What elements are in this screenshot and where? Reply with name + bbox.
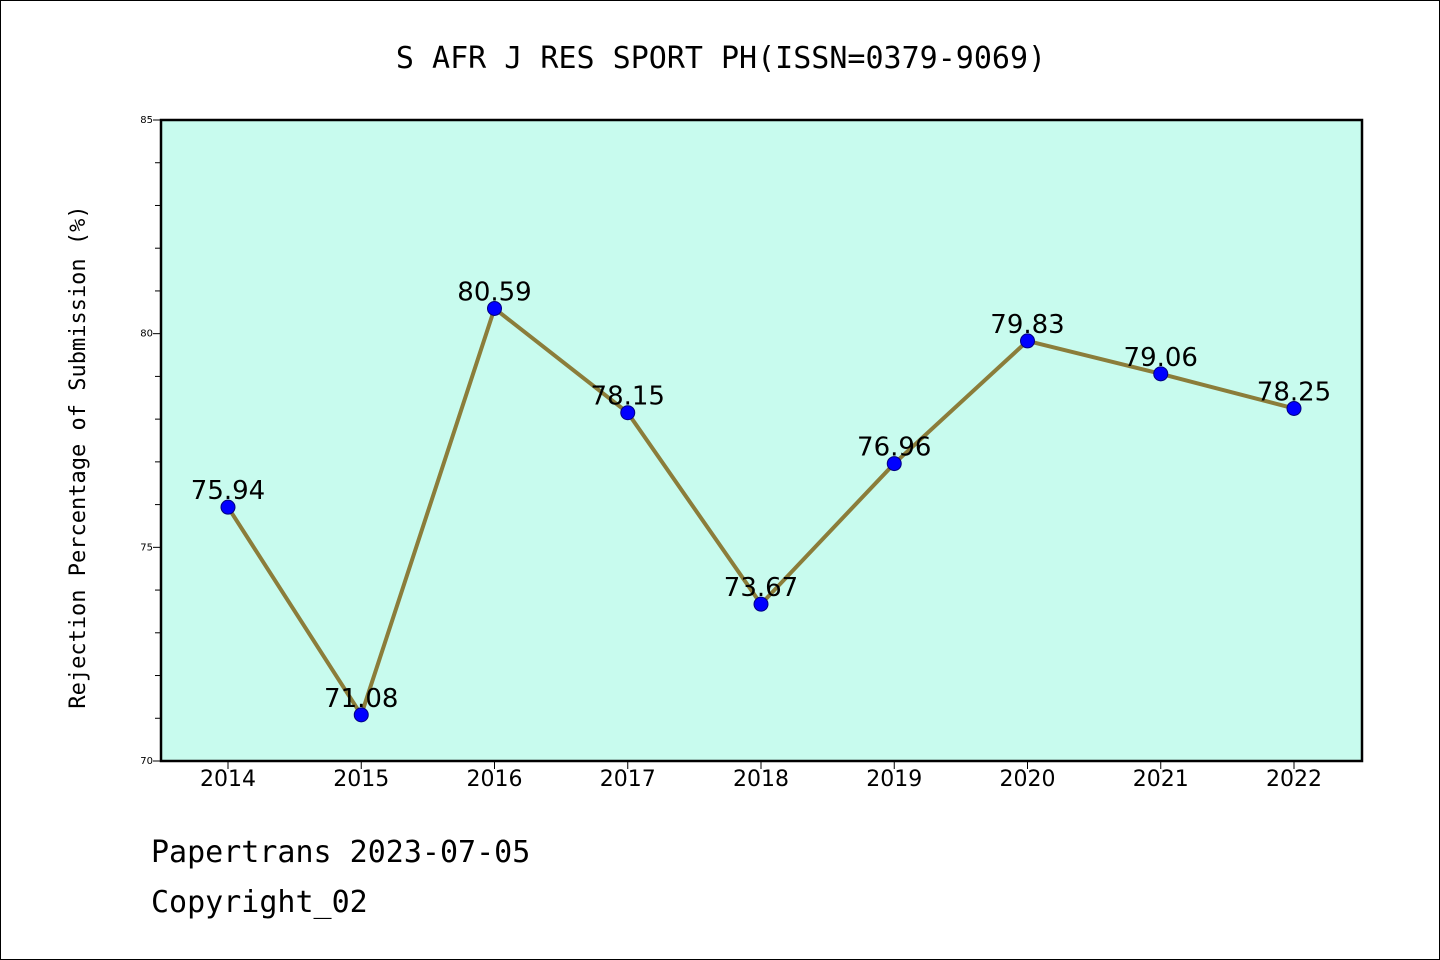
data-label: 73.67 [724, 573, 798, 603]
footer-date-stamp: Papertrans 2023-07-05 [151, 835, 531, 870]
x-tick-label: 2020 [1000, 767, 1056, 792]
x-tick-label: 2014 [200, 767, 256, 792]
y-tick-label: 70 [140, 756, 153, 767]
x-tick-label: 2022 [1266, 767, 1322, 792]
x-tick-label: 2016 [467, 767, 523, 792]
x-tick-label: 2017 [600, 767, 656, 792]
data-label: 79.06 [1124, 343, 1198, 373]
data-label: 76.96 [857, 433, 931, 463]
data-label: 78.15 [591, 382, 665, 412]
chart-title: S AFR J RES SPORT PH(ISSN=0379-9069) [396, 41, 1046, 76]
data-point-marker [886, 456, 902, 472]
plot-area [161, 120, 1362, 761]
plot-frame [159, 118, 1364, 763]
data-label: 71.08 [324, 684, 398, 714]
data-point-marker [620, 405, 636, 421]
data-label: 75.94 [191, 476, 265, 506]
data-point-marker [1153, 366, 1169, 382]
data-point-marker [353, 707, 369, 723]
data-point-marker [487, 300, 502, 316]
y-tick-label: 80 [140, 329, 153, 340]
x-tick-label: 2019 [866, 767, 922, 792]
data-point-marker [1286, 400, 1302, 416]
y-axis-label: Rejection Percentage of Submission (%) [66, 205, 91, 708]
data-label: 78.25 [1257, 377, 1331, 407]
data-point-marker [1020, 333, 1035, 349]
x-tick-label: 2021 [1133, 767, 1189, 792]
x-tick-label: 2018 [733, 767, 789, 792]
y-tick-label: 75 [140, 542, 153, 553]
data-label: 80.59 [457, 277, 531, 307]
data-label: 79.83 [990, 310, 1064, 340]
x-tick-label: 2015 [333, 767, 389, 792]
data-point-marker [753, 596, 769, 612]
footer-copyright: Copyright_02 [151, 885, 368, 920]
data-point-marker [220, 499, 236, 515]
y-tick-label: 85 [140, 115, 153, 126]
